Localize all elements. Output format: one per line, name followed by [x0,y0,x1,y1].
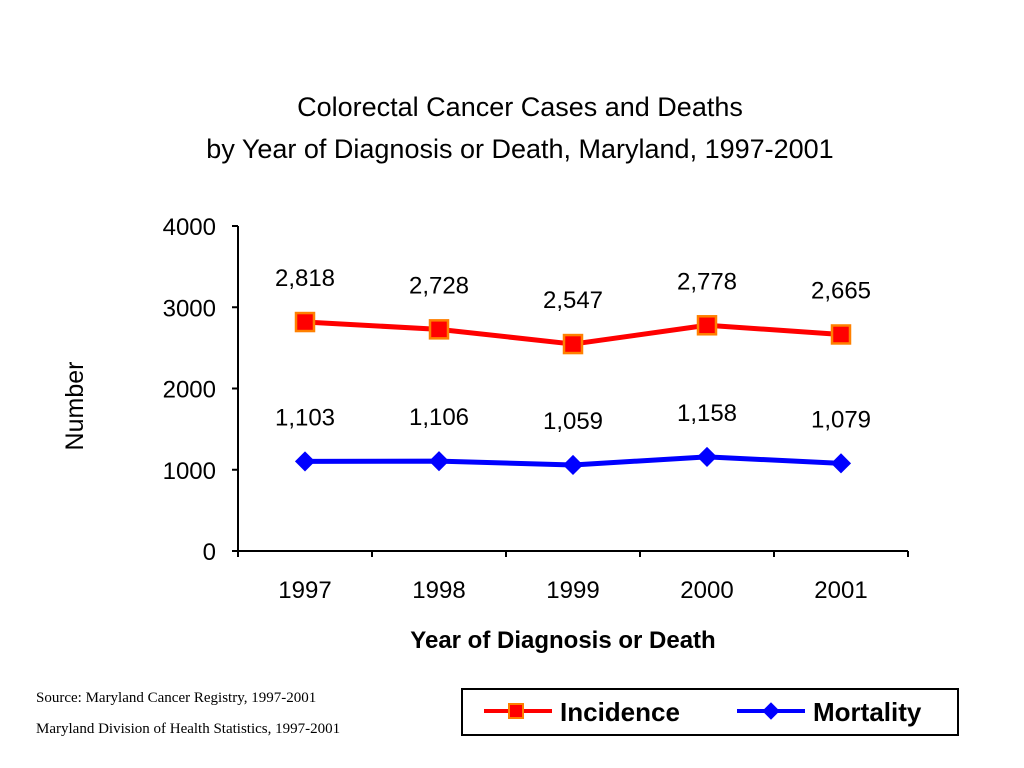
chart-title: Colorectal Cancer Cases and Deaths [297,92,743,122]
y-tick-label: 4000 [163,214,216,241]
incidence-data-label: 2,547 [543,287,603,314]
source-note-registry: Source: Maryland Cancer Registry, 1997-2… [36,690,317,706]
legend-mortality-label: Mortality [813,697,922,727]
x-tick-label: 2000 [680,577,733,604]
x-tick-label: 2001 [814,577,867,604]
legend-incidence-marker [508,703,524,719]
mortality-data-point [562,454,584,476]
mortality-data-point [830,453,852,474]
y-tick-label: 3000 [163,295,216,322]
incidence-data-point [830,324,852,345]
x-axis-title: Year of Diagnosis or Death [410,627,715,654]
incidence-data-point [696,315,718,336]
plot-area: 0 1000 2000 3000 4000 1997 1998 1999 2000 2001 2,8… [163,214,909,604]
incidence-data-point [428,319,450,340]
y-tick-label: 0 [203,539,216,566]
legend: Incidence Mortality [461,688,959,736]
y-tick-label: 1000 [163,458,216,485]
incidence-data-point [562,333,584,355]
chart-subtitle: by Year of Diagnosis or Death, Maryland,… [206,134,833,164]
legend-incidence-label: Incidence [560,697,680,727]
mortality-data-label: 1,106 [409,404,469,431]
mortality-data-label: 1,103 [275,404,335,431]
x-tick-label: 1998 [412,577,465,604]
incidence-data-point [294,311,316,333]
y-tick-label: 2000 [163,377,216,404]
incidence-data-label: 2,665 [811,277,871,304]
incidence-data-label: 2,818 [275,265,335,292]
legend-mortality-marker [762,702,780,720]
incidence-data-label: 2,778 [677,268,737,295]
mortality-data-point [428,451,450,472]
x-tick-label: 1997 [278,577,331,604]
mortality-data-point [294,451,316,472]
mortality-data-label: 1,158 [677,400,737,427]
incidence-data-label: 2,728 [409,272,469,299]
mortality-data-label: 1,079 [811,406,871,433]
source-note-health-statistics: Maryland Division of Health Statistics, … [36,721,341,737]
x-tick-label: 1999 [546,577,599,604]
y-axis-title: Number [61,362,89,451]
mortality-data-label: 1,059 [543,408,603,435]
mortality-data-point [696,446,718,467]
